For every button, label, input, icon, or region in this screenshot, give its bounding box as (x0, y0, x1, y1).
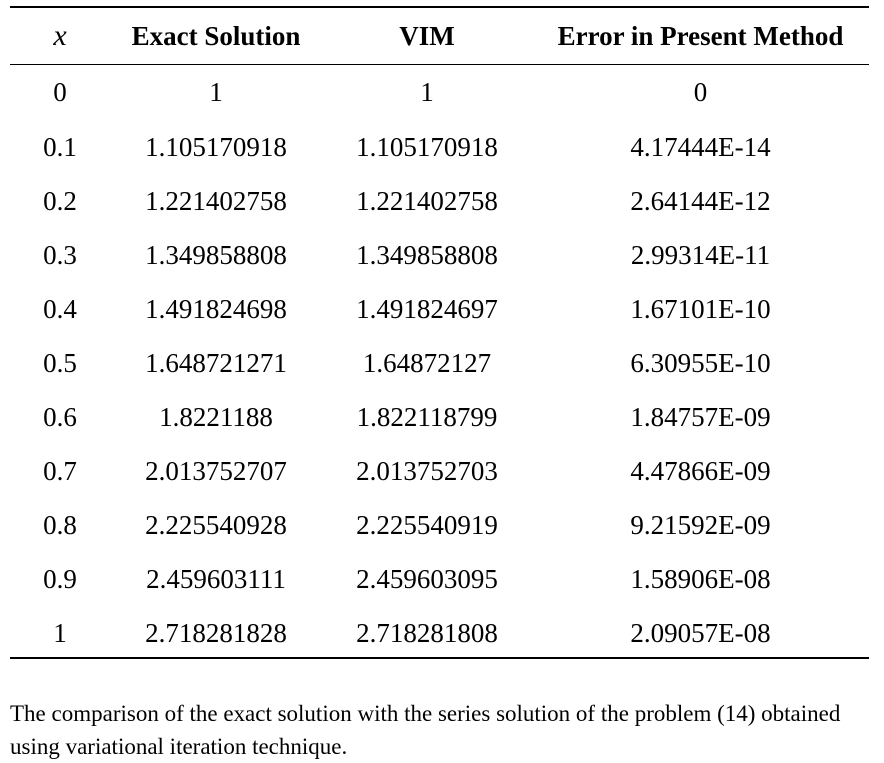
cell-vim: 2.013752703 (356, 455, 498, 486)
cell-x: 0.6 (43, 401, 77, 432)
cell-exact: 2.718281828 (145, 617, 287, 648)
comparison-table: x Exact Solution VIM Error in Present Me… (10, 8, 869, 660)
table-header-rule (10, 64, 869, 65)
cell-vim: 1.349858808 (356, 239, 498, 270)
cell-exact: 2.459603111 (146, 563, 286, 594)
column-header-error: Error in Present Method (557, 20, 844, 51)
table-caption: The comparison of the exact solution wit… (10, 701, 841, 759)
cell-vim: 2.459603095 (356, 563, 498, 594)
cell-x: 0.1 (43, 131, 77, 162)
cell-x: 0.5 (43, 347, 77, 378)
cell-error: 2.99314E-11 (630, 239, 771, 270)
table-row: 0.7 2.013752707 2.013752703 4.47866E-09 (10, 444, 869, 498)
cell-error: 9.21592E-09 (630, 509, 771, 540)
cell-exact: 1 (209, 76, 223, 107)
cell-exact: 1.8221188 (159, 401, 273, 432)
cell-error: 4.47866E-09 (630, 455, 771, 486)
cell-error: 6.30955E-10 (630, 347, 771, 378)
cell-error: 1.84757E-09 (630, 401, 771, 432)
cell-error: 1.67101E-10 (630, 293, 771, 324)
table-row: 1 2.718281828 2.718281808 2.09057E-08 (10, 606, 869, 660)
cell-exact: 1.491824698 (145, 293, 287, 324)
cell-error: 2.09057E-08 (630, 617, 771, 648)
table-row: 0.9 2.459603111 2.459603095 1.58906E-08 (10, 552, 869, 606)
cell-x: 0.7 (43, 455, 77, 486)
table-row: 0.5 1.648721271 1.64872127 6.30955E-10 (10, 336, 869, 390)
cell-error: 0 (693, 76, 708, 107)
cell-error: 2.64144E-12 (630, 185, 771, 216)
cell-exact: 1.648721271 (145, 347, 287, 378)
cell-vim: 1 (420, 76, 434, 107)
column-header-x: x (53, 19, 67, 52)
cell-exact: 1.349858808 (145, 239, 287, 270)
cell-vim: 2.225540919 (356, 509, 498, 540)
cell-x: 0.2 (43, 185, 77, 216)
table-row: 0 1 1 0 (10, 64, 869, 120)
cell-x: 1 (53, 617, 67, 648)
table-row: 0.1 1.105170918 1.105170918 4.17444E-14 (10, 120, 869, 174)
table-row: 0.8 2.225540928 2.225540919 9.21592E-09 (10, 498, 869, 552)
cell-x: 0.8 (43, 509, 77, 540)
cell-x: 0.3 (43, 239, 77, 270)
cell-vim: 1.64872127 (362, 347, 492, 378)
table-row: 0.2 1.221402758 1.221402758 2.64144E-12 (10, 174, 869, 228)
cell-vim: 1.491824697 (356, 293, 498, 324)
table-row: 0.6 1.8221188 1.822118799 1.84757E-09 (10, 390, 869, 444)
cell-x: 0 (53, 76, 67, 107)
cell-exact: 2.013752707 (145, 455, 287, 486)
table-bottom-rule (10, 657, 869, 659)
cell-exact: 1.105170918 (145, 131, 287, 162)
column-header-vim: VIM (399, 20, 455, 51)
cell-vim: 2.718281808 (356, 617, 498, 648)
table-body: 0 1 1 0 0.1 1.105170918 1.105170918 4.17… (10, 64, 869, 660)
column-header-exact-solution: Exact Solution (131, 20, 301, 51)
table-header-row: x Exact Solution VIM Error in Present Me… (10, 8, 869, 64)
cell-exact: 2.225540928 (145, 509, 287, 540)
cell-vim: 1.822118799 (356, 401, 498, 432)
document-page: x Exact Solution VIM Error in Present Me… (10, 6, 869, 759)
table-row: 0.4 1.491824698 1.491824697 1.67101E-10 (10, 282, 869, 336)
table-top-rule (10, 6, 869, 8)
cell-exact: 1.221402758 (145, 185, 287, 216)
cell-x: 0.9 (43, 563, 77, 594)
table-row: 0.3 1.349858808 1.349858808 2.99314E-11 (10, 228, 869, 282)
cell-vim: 1.105170918 (356, 131, 498, 162)
cell-error: 4.17444E-14 (630, 131, 771, 162)
cell-x: 0.4 (43, 293, 77, 324)
cell-vim: 1.221402758 (356, 185, 498, 216)
cell-error: 1.58906E-08 (630, 563, 771, 594)
